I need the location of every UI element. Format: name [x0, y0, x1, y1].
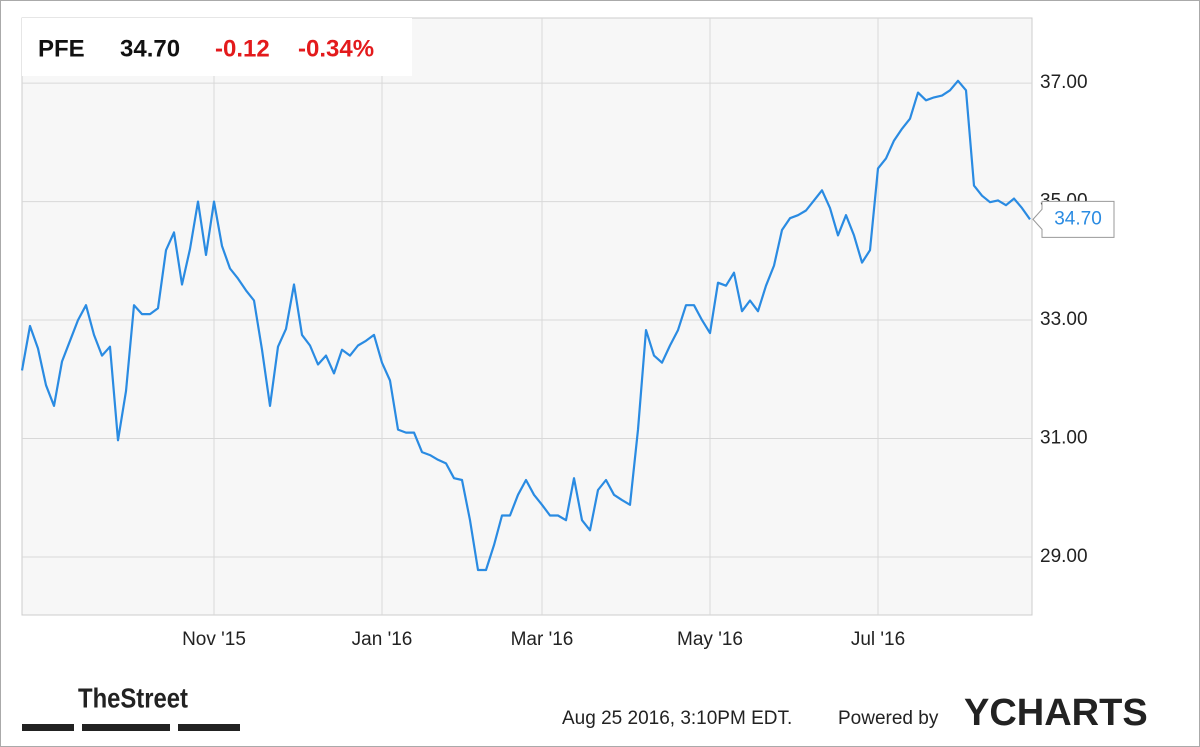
y-tick-label: 29.00 — [1040, 546, 1088, 567]
header-box — [22, 18, 412, 76]
change: -0.12 — [215, 35, 270, 62]
x-tick-label: Mar '16 — [511, 629, 574, 650]
y-tick-label: 33.00 — [1040, 309, 1088, 330]
last-value-label: 34.70 — [1054, 208, 1102, 229]
y-tick-label: 31.00 — [1040, 428, 1088, 449]
ticker: PFE — [38, 35, 85, 62]
last-value-tag — [1032, 200, 1115, 238]
x-tick-label: Nov '15 — [182, 629, 246, 650]
x-tick-label: Jul '16 — [851, 629, 905, 650]
plot-area — [21, 17, 1033, 616]
grid — [22, 18, 1032, 615]
logo-bar — [82, 724, 170, 731]
y-tick-label: 37.00 — [1040, 72, 1088, 93]
price-line — [20, 79, 1031, 572]
thestreet-logo: TheStreet — [78, 682, 188, 713]
logo-bar — [22, 724, 74, 731]
x-tick-label: May '16 — [677, 629, 743, 650]
timestamp: Aug 25 2016, 3:10PM EDT. — [562, 708, 792, 729]
ycharts-logo: YCHARTS — [964, 692, 1148, 734]
marks — [20, 79, 1031, 572]
price: 34.70 — [120, 35, 180, 62]
powered-by: Powered by — [838, 708, 939, 729]
x-tick-label: Jan '16 — [352, 629, 413, 650]
logo-bar — [178, 724, 240, 731]
change-percent: -0.34% — [298, 35, 374, 62]
